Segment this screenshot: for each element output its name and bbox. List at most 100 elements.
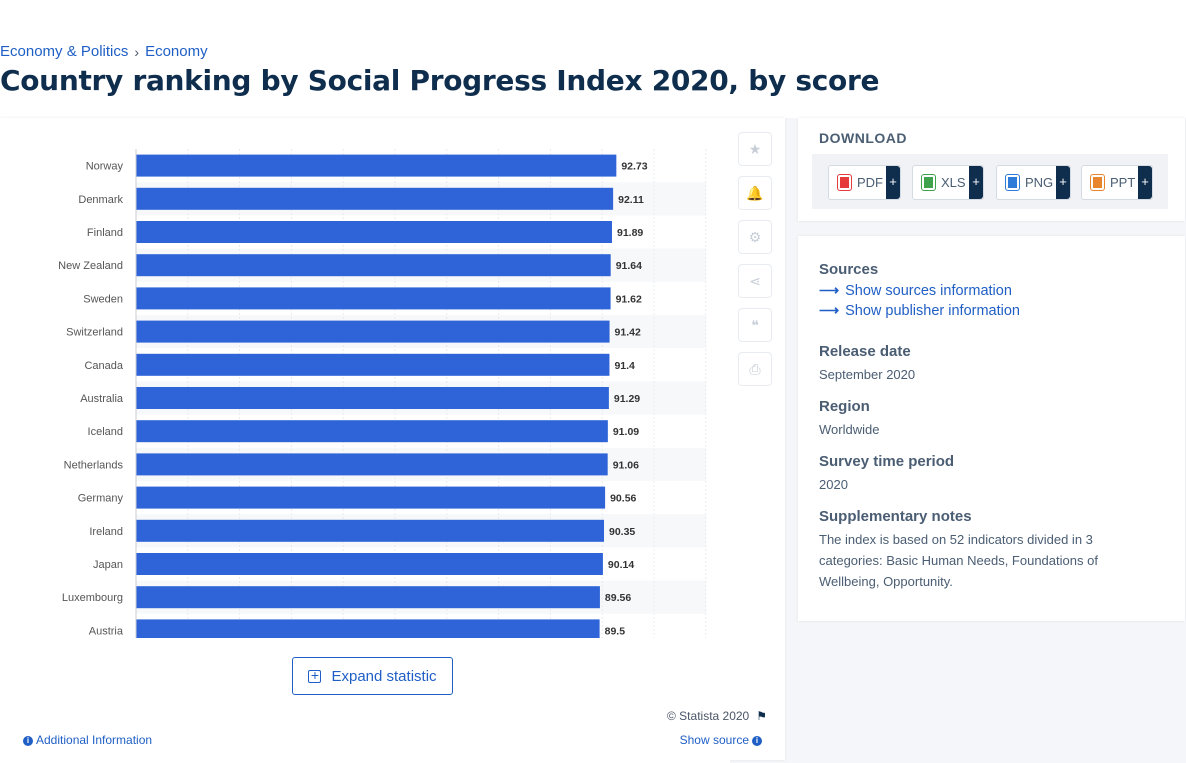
- survey-period-value: 2020: [819, 477, 848, 492]
- breadcrumb: Economy & Politics › Economy: [0, 43, 208, 60]
- category-label: Ireland: [89, 526, 123, 538]
- show-sources-label: Show sources information: [845, 282, 1012, 299]
- category-label: Australia: [80, 393, 124, 405]
- category-label: Norway: [86, 161, 124, 173]
- data-label: 90.35: [609, 526, 635, 538]
- sources-title: Sources: [819, 261, 879, 278]
- bar: [136, 486, 606, 509]
- png-file-icon: [1006, 175, 1019, 190]
- region-value: Worldwide: [819, 422, 880, 437]
- data-label: 91.64: [616, 260, 642, 272]
- bar: [136, 353, 610, 376]
- header-area: [0, 0, 1186, 118]
- data-label: 90.56: [610, 493, 636, 505]
- data-label: 89.5: [605, 625, 626, 637]
- show-publisher-link[interactable]: ⟶ Show publisher information: [819, 302, 1020, 319]
- sources-section: Sources ⟶ Show sources information ⟶ Show …: [819, 261, 1020, 319]
- data-label: 91.89: [617, 227, 643, 239]
- download-xls-label: XLS: [941, 175, 966, 190]
- show-sources-link[interactable]: ⟶ Show sources information: [819, 282, 1020, 299]
- bar-chart: Norway 92.73 Denmark 92.11 Finland 91.89 New Z…: [58, 149, 707, 638]
- download-title: DOWNLOAD: [819, 130, 907, 146]
- xls-file-icon: [922, 175, 935, 190]
- data-label: 91.29: [614, 393, 640, 405]
- breadcrumb-economy[interactable]: Economy: [145, 43, 208, 60]
- bar: [136, 553, 603, 575]
- bar: [136, 387, 609, 409]
- data-label: 91.09: [613, 426, 639, 438]
- category-label: New Zealand: [58, 260, 123, 272]
- supplementary-notes-title: Supplementary notes: [819, 508, 972, 525]
- flag-icon[interactable]: ⚑: [756, 709, 767, 723]
- chart-card: Norway 92.73 Denmark 92.11 Finland 91.89 New Z…: [0, 118, 785, 763]
- chart-toolbar: ★ 🔔 ⚙ ⋖ ❝ ⎙: [738, 132, 772, 396]
- copyright-text: © Statista 2020: [667, 709, 750, 723]
- release-date-value: September 2020: [819, 367, 916, 382]
- plus-icon: +: [1138, 166, 1152, 199]
- category-label: Iceland: [88, 426, 123, 438]
- quote-icon[interactable]: ❝: [738, 308, 772, 342]
- category-label: Finland: [87, 227, 123, 239]
- additional-information-label: Additional Information: [36, 733, 153, 747]
- share-icon[interactable]: ⋖: [738, 264, 772, 298]
- data-label: 92.11: [618, 194, 644, 206]
- expand-statistic-button[interactable]: + Expand statistic: [292, 657, 453, 695]
- page-title: Country ranking by Social Progress Index…: [0, 64, 880, 97]
- supplementary-notes-section: Supplementary notes The index is based o…: [819, 508, 1139, 592]
- show-publisher-label: Show publisher information: [845, 302, 1020, 319]
- data-label: 90.14: [608, 559, 634, 571]
- release-date-section: Release date September 2020: [819, 343, 915, 385]
- bar: [136, 619, 600, 638]
- info-icon: i: [752, 735, 762, 746]
- print-icon[interactable]: ⎙: [738, 352, 772, 386]
- data-label: 91.42: [615, 327, 641, 339]
- ppt-file-icon: [1091, 175, 1104, 190]
- category-label: Switzerland: [66, 327, 123, 339]
- plus-icon: +: [1056, 166, 1070, 199]
- plus-icon: +: [886, 166, 900, 199]
- category-label: Luxembourg: [62, 592, 123, 604]
- bar: [136, 221, 612, 243]
- bar: [136, 320, 610, 343]
- survey-period-section: Survey time period 2020: [819, 453, 954, 495]
- info-icon: i: [23, 735, 33, 746]
- bar: [136, 519, 605, 542]
- star-icon[interactable]: ★: [738, 132, 772, 166]
- category-label: Sweden: [83, 293, 123, 305]
- download-ppt-label: PPT: [1110, 175, 1136, 190]
- bar: [136, 420, 608, 443]
- breadcrumb-economy-politics[interactable]: Economy & Politics: [0, 43, 129, 60]
- data-label: 91.4: [614, 360, 635, 372]
- category-label: Austria: [89, 625, 124, 637]
- category-label: Canada: [84, 360, 123, 372]
- bell-icon[interactable]: 🔔: [738, 176, 772, 210]
- data-label: 89.56: [605, 592, 631, 604]
- category-label: Denmark: [78, 194, 123, 206]
- data-label: 91.62: [616, 293, 642, 305]
- show-source-label: Show source: [679, 733, 749, 747]
- additional-information-link[interactable]: i Additional Information: [20, 733, 152, 747]
- download-xls-button[interactable]: XLS +: [912, 165, 984, 200]
- data-label: 91.06: [613, 459, 639, 471]
- arrow-right-icon: ⟶: [819, 302, 840, 318]
- download-bar: PDF + XLS + PNG + PPT +: [812, 154, 1168, 209]
- gear-icon[interactable]: ⚙: [738, 220, 772, 254]
- download-png-button[interactable]: PNG +: [996, 165, 1071, 200]
- pdf-file-icon: [838, 175, 851, 190]
- expand-statistic-label: Expand statistic: [331, 667, 437, 685]
- download-pdf-button[interactable]: PDF +: [828, 165, 901, 200]
- bar: [136, 287, 611, 310]
- survey-period-title: Survey time period: [819, 453, 955, 470]
- data-label: 92.73: [621, 161, 647, 173]
- bar: [136, 586, 600, 609]
- download-ppt-button[interactable]: PPT +: [1081, 165, 1153, 200]
- bar: [136, 453, 608, 476]
- region-section: Region Worldwide: [819, 398, 879, 440]
- category-label: Netherlands: [64, 459, 124, 471]
- download-png-label: PNG: [1025, 175, 1054, 190]
- bar: [136, 254, 611, 277]
- statistic-details-card: Sources ⟶ Show sources information ⟶ Show …: [798, 236, 1185, 621]
- show-source-link[interactable]: Show source i: [680, 733, 765, 747]
- category-label: Germany: [78, 493, 124, 505]
- copyright: © Statista 2020 ⚑: [667, 709, 767, 723]
